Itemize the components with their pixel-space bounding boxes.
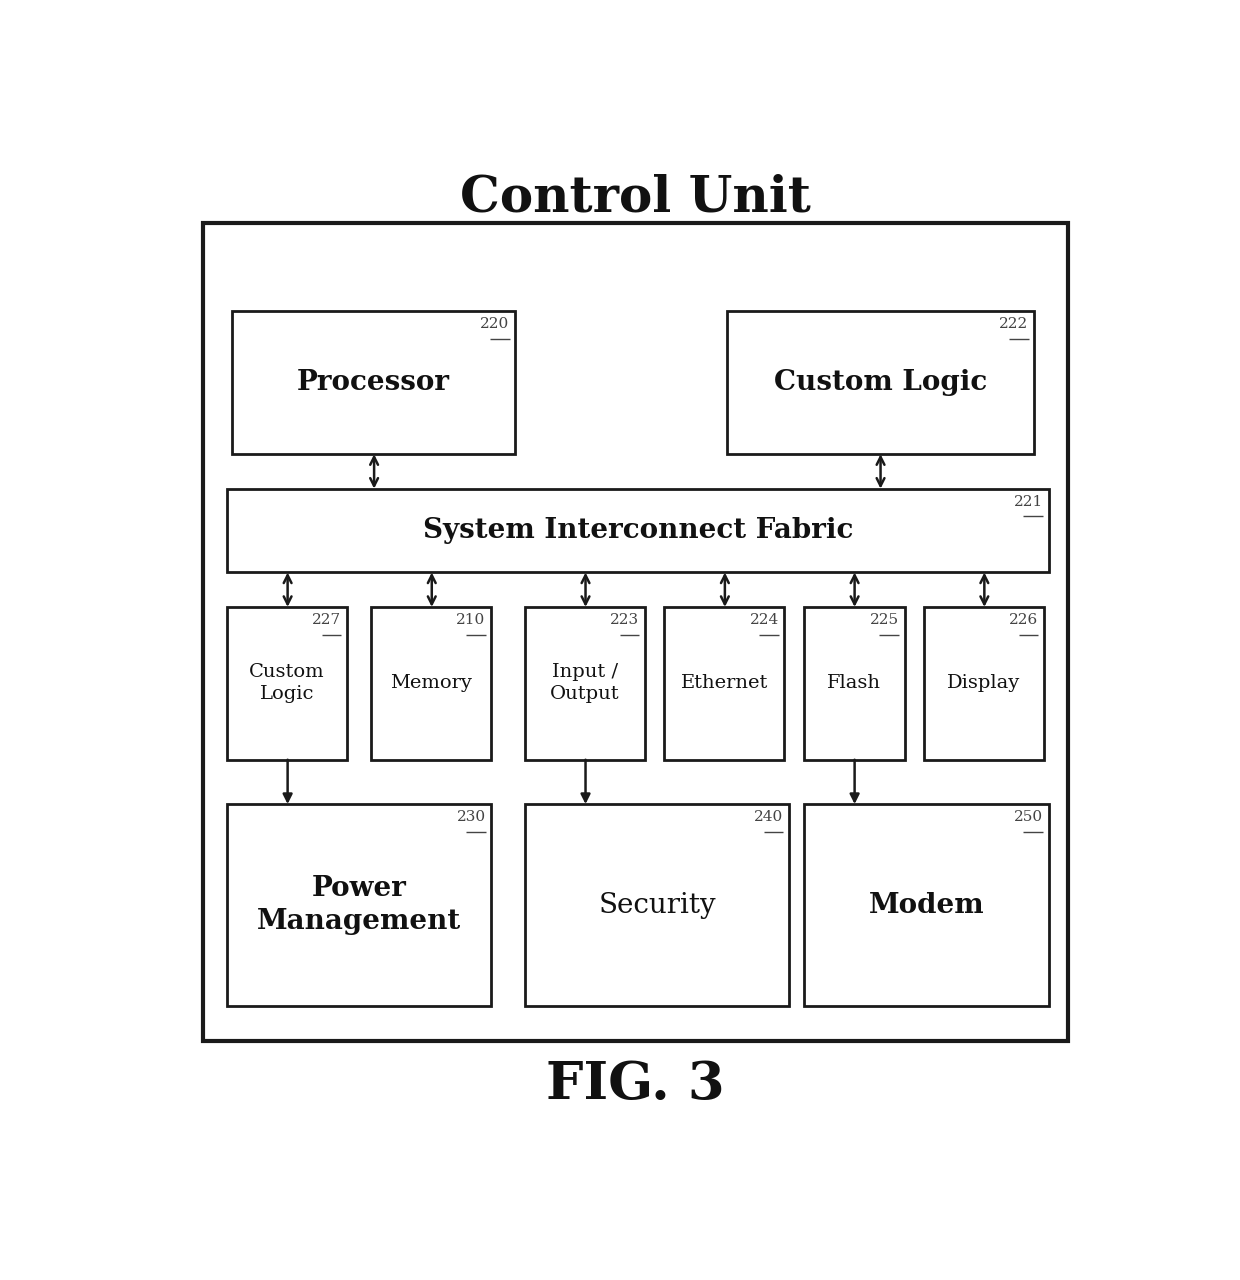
Text: Flash: Flash	[827, 675, 882, 692]
Text: 250: 250	[1014, 810, 1043, 824]
Bar	[804, 607, 905, 760]
Bar	[203, 223, 1068, 1041]
Text: Ethernet: Ethernet	[681, 675, 768, 692]
Text: 220: 220	[480, 317, 510, 332]
Text: Display: Display	[947, 675, 1021, 692]
Text: Security: Security	[599, 892, 715, 919]
Text: Processor: Processor	[298, 369, 450, 397]
Text: Custom
Logic: Custom Logic	[249, 663, 325, 704]
Text: 225: 225	[869, 613, 899, 627]
Bar	[525, 607, 645, 760]
Bar	[227, 489, 1049, 572]
Text: Input /
Output: Input / Output	[551, 663, 620, 704]
Text: Modem: Modem	[868, 892, 985, 919]
Bar	[804, 804, 1049, 1006]
Bar	[227, 804, 491, 1006]
Text: System Interconnect Fabric: System Interconnect Fabric	[423, 517, 853, 544]
Text: 210: 210	[456, 613, 486, 627]
Bar	[232, 311, 516, 454]
Text: Custom Logic: Custom Logic	[774, 369, 987, 397]
Text: Power
Management: Power Management	[257, 876, 461, 936]
Text: 223: 223	[610, 613, 640, 627]
Bar	[371, 607, 491, 760]
Text: 224: 224	[749, 613, 779, 627]
Text: Control Unit: Control Unit	[460, 174, 811, 223]
Bar	[727, 311, 1034, 454]
Bar	[665, 607, 785, 760]
Text: 221: 221	[1014, 494, 1043, 508]
Text: 226: 226	[1009, 613, 1038, 627]
Text: 227: 227	[312, 613, 341, 627]
Bar	[227, 607, 347, 760]
Text: 240: 240	[754, 810, 784, 824]
Text: Memory: Memory	[391, 675, 472, 692]
Text: FIG. 3: FIG. 3	[546, 1060, 725, 1111]
Bar	[525, 804, 789, 1006]
Text: 230: 230	[456, 810, 486, 824]
Bar	[924, 607, 1044, 760]
Text: 222: 222	[999, 317, 1028, 332]
